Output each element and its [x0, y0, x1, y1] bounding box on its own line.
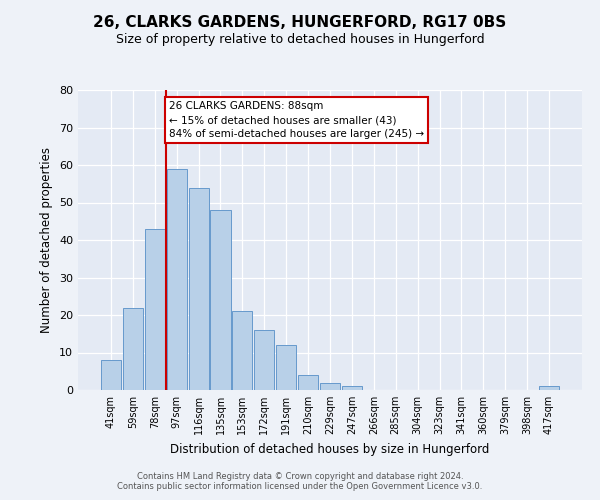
- Text: Contains public sector information licensed under the Open Government Licence v3: Contains public sector information licen…: [118, 482, 482, 491]
- Bar: [188, 188, 209, 390]
- X-axis label: Distribution of detached houses by size in Hungerford: Distribution of detached houses by size …: [170, 442, 490, 456]
- Text: 26 CLARKS GARDENS: 88sqm
← 15% of detached houses are smaller (43)
84% of semi-d: 26 CLARKS GARDENS: 88sqm ← 15% of detach…: [169, 101, 424, 139]
- Bar: [298, 375, 318, 390]
- Bar: [145, 229, 165, 390]
- Text: Contains HM Land Registry data © Crown copyright and database right 2024.: Contains HM Land Registry data © Crown c…: [137, 472, 463, 481]
- Text: Size of property relative to detached houses in Hungerford: Size of property relative to detached ho…: [116, 32, 484, 46]
- Bar: [211, 210, 230, 390]
- Text: 26, CLARKS GARDENS, HUNGERFORD, RG17 0BS: 26, CLARKS GARDENS, HUNGERFORD, RG17 0BS: [94, 15, 506, 30]
- Bar: [101, 360, 121, 390]
- Bar: [320, 382, 340, 390]
- Y-axis label: Number of detached properties: Number of detached properties: [40, 147, 53, 333]
- Bar: [123, 308, 143, 390]
- Bar: [539, 386, 559, 390]
- Bar: [342, 386, 362, 390]
- Bar: [167, 169, 187, 390]
- Bar: [254, 330, 274, 390]
- Bar: [232, 311, 253, 390]
- Bar: [276, 345, 296, 390]
